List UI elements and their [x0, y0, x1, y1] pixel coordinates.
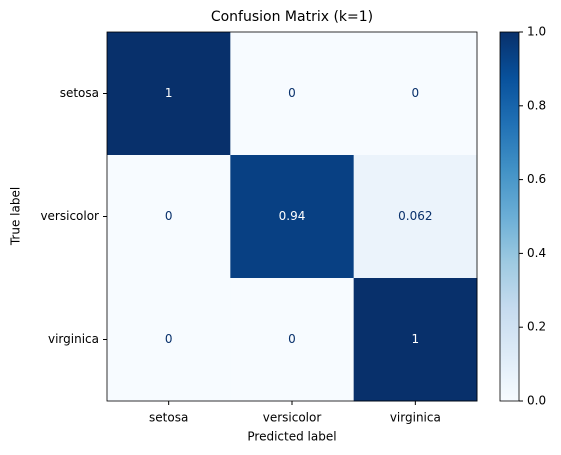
y-tick-label: setosa [60, 86, 99, 100]
cell-label: 0.94 [279, 209, 306, 223]
cell-label: 0 [288, 332, 296, 346]
y-axis-label: True label [9, 187, 23, 246]
colorbar-tick-label: 0.2 [527, 320, 546, 334]
cell [230, 32, 355, 156]
cell-label: 0 [165, 209, 173, 223]
colorbar-tick-label: 0.4 [527, 246, 546, 260]
x-tick-label: virginica [390, 411, 441, 425]
cell-label: 1 [412, 332, 420, 346]
colorbar-tick-label: 0.6 [527, 172, 546, 186]
colorbar-tick-label: 1.0 [527, 25, 546, 39]
colorbar [499, 31, 520, 402]
cell [353, 155, 478, 279]
y-tick-label: versicolor [40, 209, 99, 223]
cell [107, 32, 231, 156]
y-tick-label: virginica [48, 332, 99, 346]
cell [107, 155, 231, 279]
colorbar-tick-label: 0.0 [527, 394, 546, 408]
cell [230, 278, 355, 402]
x-tick-label: versicolor [263, 411, 322, 425]
cell-label: 0 [412, 86, 420, 100]
x-tick-label: setosa [149, 411, 188, 425]
cell-label: 0.062 [398, 209, 432, 223]
cell-label: 0 [165, 332, 173, 346]
colorbar-tick-label: 0.8 [527, 98, 546, 112]
cell [230, 155, 355, 279]
cell [353, 278, 478, 402]
cell-label: 0 [288, 86, 296, 100]
x-axis-label: Predicted label [247, 430, 336, 444]
cell [353, 32, 478, 156]
cell [107, 278, 231, 402]
cell-label: 1 [165, 86, 173, 100]
chart-title: Confusion Matrix (k=1) [211, 9, 373, 25]
